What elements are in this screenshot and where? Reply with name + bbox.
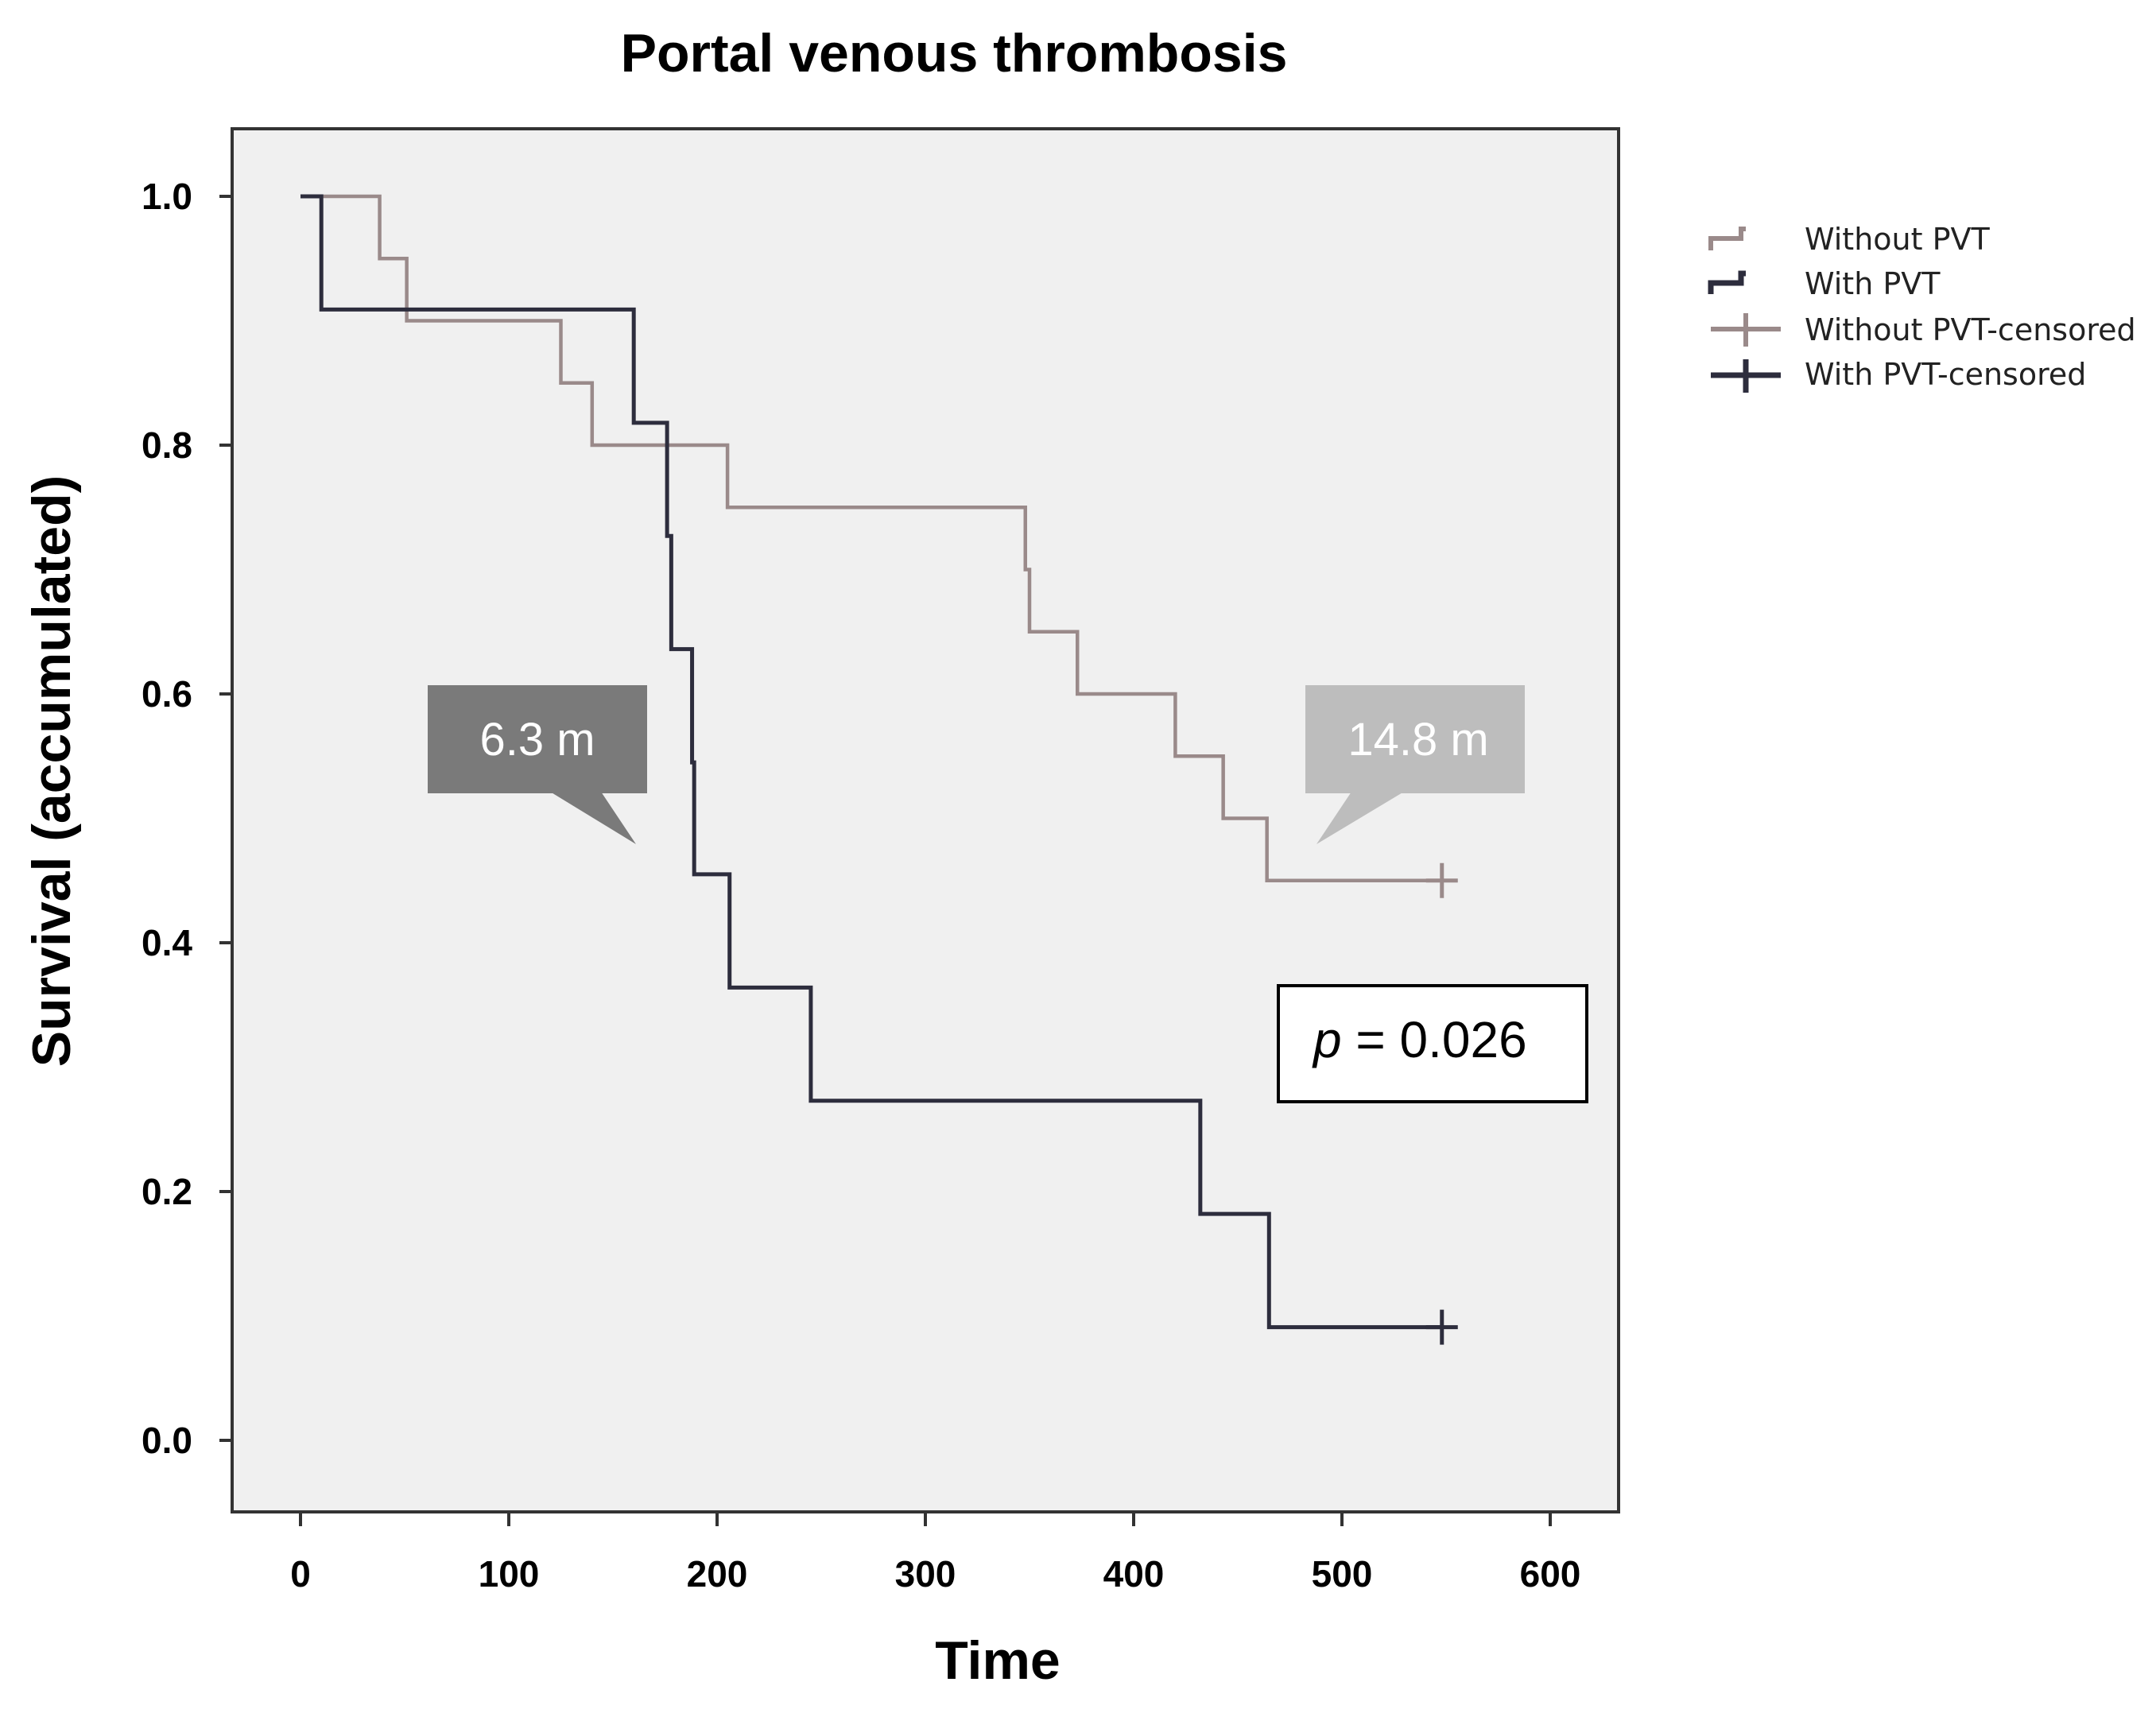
legend-cross-icon [1711,359,1781,393]
legend-label: Without PVT [1805,222,1991,257]
p-value-value: = 0.026 [1342,1011,1527,1068]
y-tick-label: 0.2 [142,1171,192,1212]
callout-without-pvt-text: 14.8 m [1348,714,1488,765]
legend-label: Without PVT-censored [1805,312,2136,347]
x-tick-label: 400 [1103,1553,1165,1595]
callout-with-pvt: 6.3 m [428,685,647,844]
legend-label: With PVT [1805,266,1941,301]
censor-mark-with-pvt [1425,1309,1458,1345]
callout-without-pvt: 14.8 m [1305,685,1525,844]
legend-cross-icon [1711,313,1781,347]
x-axis-title: Time [935,1630,1060,1691]
x-axis: 0 100 200 300 400 500 600 [290,1512,1580,1595]
p-value-frame [1277,984,1588,1103]
callout-with-pvt-box [428,685,647,793]
legend-item-with-pvt: With PVT [1708,266,1941,301]
y-tick-label: 0.6 [142,673,192,715]
legend: Without PVT With PVT Without PVT-censore… [1708,222,2136,393]
legend-item-without-pvt-censored: Without PVT-censored [1711,312,2136,347]
callout-with-pvt-pointer [550,792,636,844]
x-tick-label: 500 [1312,1553,1373,1595]
survival-curves [301,194,1458,1345]
y-tick-label: 0.0 [142,1420,192,1461]
legend-item-with-pvt-censored: With PVT-censored [1711,357,2086,393]
y-tick-label: 1.0 [142,176,192,217]
callout-with-pvt-text: 6.3 m [479,714,595,765]
legend-label: With PVT-censored [1805,357,2086,392]
censor-mark-without-pvt [1425,862,1458,898]
series-with-pvt-line [301,194,1442,1330]
y-axis: 0.0 0.2 0.4 0.6 0.8 1.0 [142,176,232,1461]
p-value-text: p = 0.026 [1312,1011,1527,1068]
x-tick-label: 100 [479,1553,540,1595]
x-tick-label: 300 [895,1553,956,1595]
p-value-symbol: p [1312,1011,1342,1068]
legend-item-without-pvt: Without PVT [1708,222,1991,257]
callout-without-pvt-pointer [1316,792,1404,844]
y-axis-title: Survival (accumulated) [21,475,82,1067]
x-tick-label: 200 [687,1553,748,1595]
x-tick-label: 0 [290,1553,311,1595]
x-tick-label: 600 [1520,1553,1581,1595]
y-tick-label: 0.4 [142,922,192,963]
legend-step-icon [1708,227,1746,250]
y-tick-label: 0.8 [142,424,192,466]
callout-without-pvt-box [1305,685,1525,793]
plot-area [231,127,1620,1513]
chart-title: Portal venous thrombosis [621,23,1288,83]
legend-step-icon [1708,270,1746,294]
p-value-box: p = 0.026 [1277,984,1588,1103]
